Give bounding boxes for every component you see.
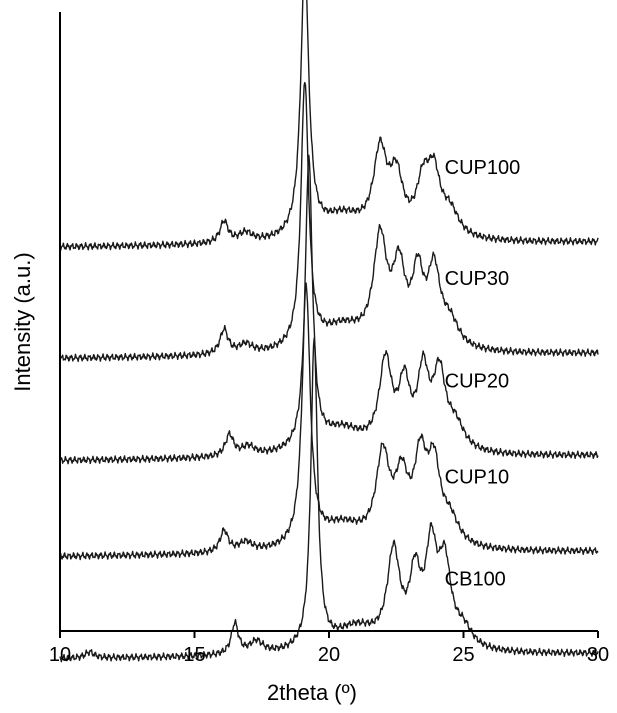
series-layer: CUP100 CUP30 CUP20 CUP10 CB100 <box>59 0 599 663</box>
x-axis-title: 2theta (º) <box>267 680 357 705</box>
series-line-cup10 <box>59 282 599 561</box>
series-label-cup20: CUP20 <box>445 370 509 392</box>
x-ticks: 10 15 20 25 30 <box>49 631 609 666</box>
y-axis-title: Intensity (a.u.) <box>10 252 35 391</box>
series-label-cup100: CUP100 <box>445 157 521 179</box>
x-tick-label-30: 30 <box>587 644 609 666</box>
series-line-cb100 <box>59 337 599 663</box>
x-tick-label-25: 25 <box>452 644 474 666</box>
series-line-cup100 <box>59 0 599 252</box>
x-tick-label-20: 20 <box>318 644 340 666</box>
x-tick-label-10: 10 <box>49 644 71 666</box>
series-line-cup30 <box>59 81 599 363</box>
series-label-cb100: CB100 <box>445 568 506 590</box>
series-label-cup10: CUP10 <box>445 466 509 488</box>
x-tick-label-15: 15 <box>183 644 205 666</box>
series-line-cup20 <box>59 154 599 465</box>
series-label-cup30: CUP30 <box>445 268 509 290</box>
